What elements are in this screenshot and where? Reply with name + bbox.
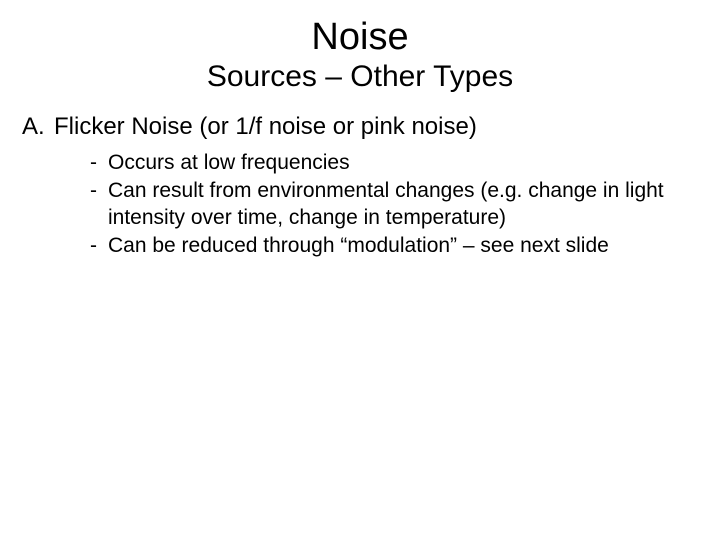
section-heading-row: A. Flicker Noise (or 1/f noise or pink n…	[22, 112, 698, 142]
list-item: - Can be reduced through “modulation” – …	[90, 233, 698, 260]
slide-title: Noise	[0, 18, 720, 58]
bullet-text: Occurs at low frequencies	[108, 150, 698, 177]
dash-icon: -	[90, 178, 108, 232]
dash-icon: -	[90, 150, 108, 177]
bullet-text: Can result from environmental changes (e…	[108, 178, 698, 232]
bullet-text: Can be reduced through “modulation” – se…	[108, 233, 698, 260]
dash-icon: -	[90, 233, 108, 260]
list-item: - Can result from environmental changes …	[90, 178, 698, 232]
slide: Noise Sources – Other Types A. Flicker N…	[0, 0, 720, 540]
section-heading: Flicker Noise (or 1/f noise or pink nois…	[54, 112, 477, 142]
bullet-list: - Occurs at low frequencies - Can result…	[90, 150, 698, 260]
content-area: A. Flicker Noise (or 1/f noise or pink n…	[0, 112, 720, 260]
section-marker: A.	[22, 112, 54, 142]
list-item: - Occurs at low frequencies	[90, 150, 698, 177]
slide-subtitle: Sources – Other Types	[0, 60, 720, 94]
